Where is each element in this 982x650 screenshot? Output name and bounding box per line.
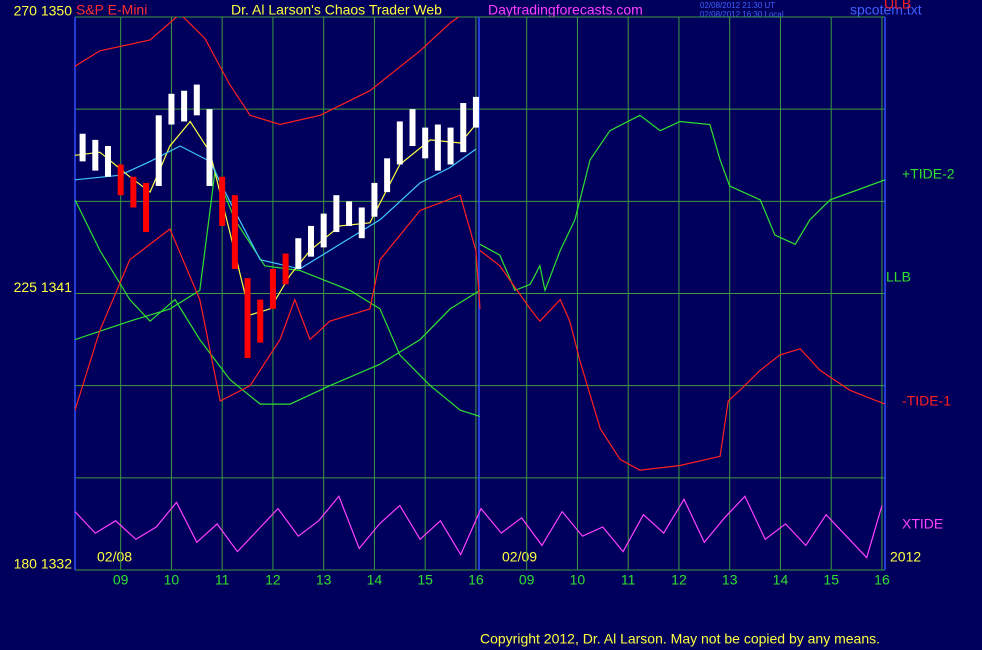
- price-bar: [193, 84, 200, 116]
- price-bar: [104, 146, 111, 177]
- price-bar: [244, 278, 251, 359]
- series-line: [75, 114, 885, 417]
- y-tick-label: 270 1350: [14, 3, 73, 19]
- date-label: 02/08: [97, 549, 132, 565]
- price-bar: [92, 139, 99, 171]
- price-bar: [117, 164, 124, 196]
- x-tick-label: 15: [823, 572, 839, 588]
- price-bar: [320, 213, 327, 248]
- x-tick-label: 10: [164, 572, 180, 588]
- x-tick-label: 16: [468, 572, 484, 588]
- chart-title: Dr. Al Larson's Chaos Trader Web: [231, 2, 442, 18]
- x-tick-label: 13: [722, 572, 738, 588]
- price-bar: [384, 158, 391, 193]
- series-line: [75, 194, 885, 471]
- price-bar: [472, 96, 479, 128]
- price-bar: [143, 182, 150, 233]
- date-label: 02/09: [502, 549, 537, 565]
- axis-labels: 09 10 11 12 13 14 15 16 09 10 11 12 13 14 15 16 270 1350…: [14, 3, 890, 588]
- copyright: Copyright 2012, Dr. Al Larson. May not b…: [480, 631, 880, 647]
- price-bar: [155, 115, 162, 186]
- price-bar: [409, 109, 416, 147]
- series-line: [75, 145, 477, 270]
- y-tick-label: 180 1332: [14, 556, 73, 572]
- site: Daytradingforecasts.com: [488, 2, 643, 18]
- x-tick-label: 15: [417, 572, 433, 588]
- price-bar: [181, 90, 188, 122]
- series-line: [75, 17, 460, 126]
- price-bar: [422, 127, 429, 159]
- price-bar: [307, 225, 314, 257]
- x-tick-label: 11: [215, 572, 230, 588]
- price-bar: [282, 253, 289, 285]
- price-bar: [219, 176, 226, 226]
- x-tick-label: 09: [113, 572, 129, 588]
- price-bar: [333, 195, 340, 233]
- price-bar: [269, 268, 276, 309]
- year-label: 2012: [890, 549, 921, 565]
- symbol: S&P E-Mini: [76, 2, 147, 18]
- price-bar: [168, 93, 175, 125]
- x-tick-label: 12: [671, 572, 687, 588]
- time-ut: 02/08/2012 21:30 UT: [700, 1, 775, 10]
- price-bar: [371, 182, 378, 217]
- price-bar: [447, 127, 454, 165]
- price-bar: [79, 133, 86, 162]
- series-label: +TIDE-2: [902, 166, 955, 182]
- price-bar: [460, 103, 467, 153]
- x-tick-label: 14: [773, 572, 789, 588]
- price-bar: [231, 195, 238, 269]
- x-tick-label: 13: [316, 572, 332, 588]
- file-name: spcotem.txt: [850, 2, 922, 18]
- price-bar: [130, 176, 137, 208]
- x-tick-label: 11: [621, 572, 636, 588]
- series-label: LLB: [886, 269, 911, 285]
- x-tick-label: 12: [265, 572, 281, 588]
- price-bar: [257, 299, 264, 343]
- price-bar: [346, 201, 353, 226]
- price-bar: [358, 207, 365, 239]
- x-tick-label: 09: [519, 572, 535, 588]
- x-tick-label: 10: [570, 572, 586, 588]
- y-tick-label: 225 1341: [14, 279, 73, 295]
- price-bar: [295, 238, 302, 269]
- x-tick-label: 16: [874, 572, 890, 588]
- series-line: [75, 199, 481, 405]
- series-line: [75, 495, 883, 559]
- series-label: -TIDE-1: [902, 393, 951, 409]
- series-label: XTIDE: [902, 516, 943, 532]
- x-tick-label: 14: [367, 572, 383, 588]
- price-bar: [434, 124, 441, 171]
- time-local: 02/08/2012 16:30 Local: [700, 10, 784, 19]
- series-label: ULB: [884, 0, 911, 12]
- plot: [75, 17, 885, 559]
- price-bar: [206, 109, 213, 186]
- price-bar: [396, 121, 403, 165]
